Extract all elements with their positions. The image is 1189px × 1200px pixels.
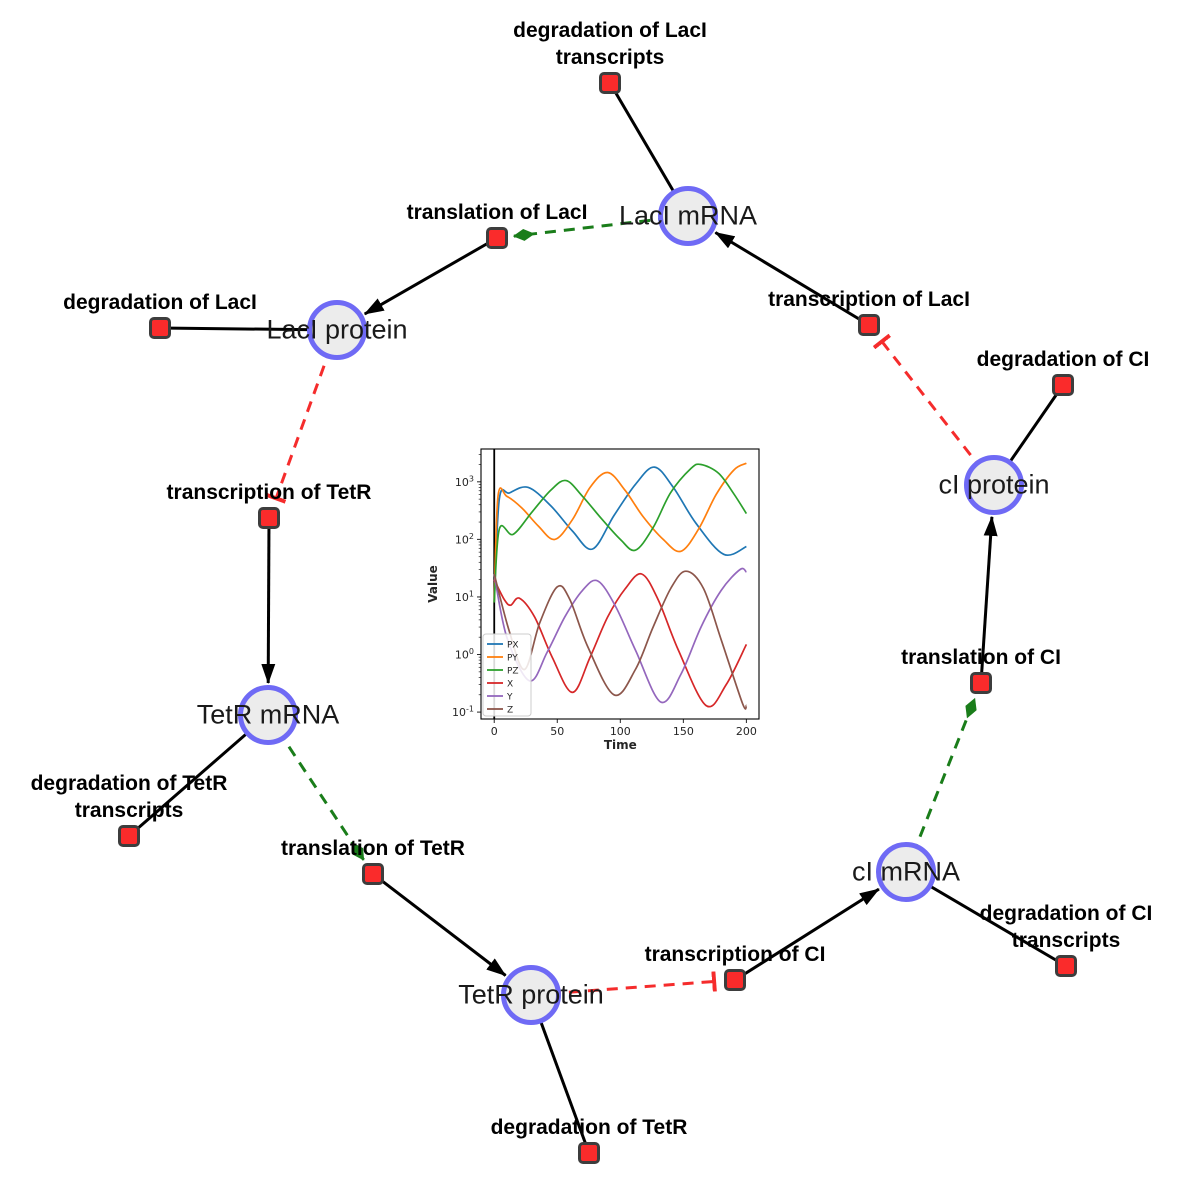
- reaction-node-deg_laci[interactable]: [149, 317, 171, 339]
- x-tick-label: 200: [736, 725, 757, 738]
- series-line-Y: [493, 567, 747, 704]
- legend-label-X: X: [507, 680, 513, 690]
- x-tick-label: 0: [491, 725, 498, 738]
- reaction-node-txn_laci[interactable]: [858, 314, 880, 336]
- edge-product-txn_ci-ci_mrna: [734, 887, 880, 982]
- edge-product-transl_laci-laci_protein: [363, 236, 498, 316]
- edge-product-txn_tetr-tetr_mrna: [261, 517, 276, 684]
- species-node-laci_mrna[interactable]: [658, 186, 718, 246]
- reaction-node-transl_laci[interactable]: [486, 227, 508, 249]
- reaction-node-deg_tetr_tx[interactable]: [118, 825, 140, 847]
- y-axis-label: Value: [426, 565, 440, 603]
- species-node-laci_protein[interactable]: [307, 300, 367, 360]
- series-line-PY: [493, 462, 747, 603]
- reaction-node-txn_ci[interactable]: [724, 969, 746, 991]
- series-line-X: [493, 572, 748, 708]
- y-tick-label: 100: [455, 647, 474, 662]
- legend-label-PX: PX: [507, 641, 519, 651]
- edge-reactant-ci_mrna-deg_ci_tx: [905, 870, 1067, 968]
- edge-product-transl_tetr-tetr_protein: [372, 872, 507, 977]
- reaction-node-transl_ci[interactable]: [970, 672, 992, 694]
- species-node-ci_protein[interactable]: [964, 455, 1024, 515]
- reaction-node-deg_laci_tx[interactable]: [599, 72, 621, 94]
- reaction-node-transl_tetr[interactable]: [362, 863, 384, 885]
- x-tick-label: 100: [610, 725, 631, 738]
- species-node-ci_mrna[interactable]: [876, 842, 936, 902]
- y-tick-label: 101: [455, 589, 474, 604]
- species-node-tetr_mrna[interactable]: [238, 685, 298, 745]
- reaction-node-deg_ci_tx[interactable]: [1055, 955, 1077, 977]
- legend-label-PY: PY: [507, 654, 518, 664]
- y-tick-label: 103: [455, 474, 474, 489]
- reaction-node-txn_tetr[interactable]: [258, 507, 280, 529]
- edge-product-transl_ci-ci_protein: [979, 515, 998, 684]
- legend-label-Y: Y: [506, 693, 513, 703]
- edge-modifier-ci_mrna-transl_ci: [904, 697, 977, 873]
- edge-product-txn_laci-laci_mrna: [714, 231, 870, 327]
- chart-svg: 0 50 100 150 200 10-1 100 101 102 103 Time Value PX P…: [426, 448, 760, 752]
- legend-label-Z: Z: [507, 706, 513, 716]
- series-line-PZ: [493, 463, 748, 603]
- edge-inhibitor-tetr_protein-txn_ci: [530, 971, 717, 997]
- species-node-tetr_protein[interactable]: [501, 965, 561, 1025]
- series-line-PX: [493, 466, 747, 603]
- reaction-node-deg_tetr[interactable]: [578, 1142, 600, 1164]
- timeseries-inset-chart: 0 50 100 150 200 10-1 100 101 102 103 Time Value PX P…: [425, 425, 790, 770]
- x-axis-label: Time: [604, 738, 637, 752]
- y-tick-label: 102: [455, 532, 474, 547]
- reaction-node-deg_ci[interactable]: [1052, 374, 1074, 396]
- y-tick-label: 10-1: [452, 705, 474, 720]
- x-tick-label: 150: [673, 725, 694, 738]
- series-line-Z: [493, 570, 748, 710]
- legend-label-PZ: PZ: [507, 667, 519, 677]
- x-tick-label: 50: [550, 725, 564, 738]
